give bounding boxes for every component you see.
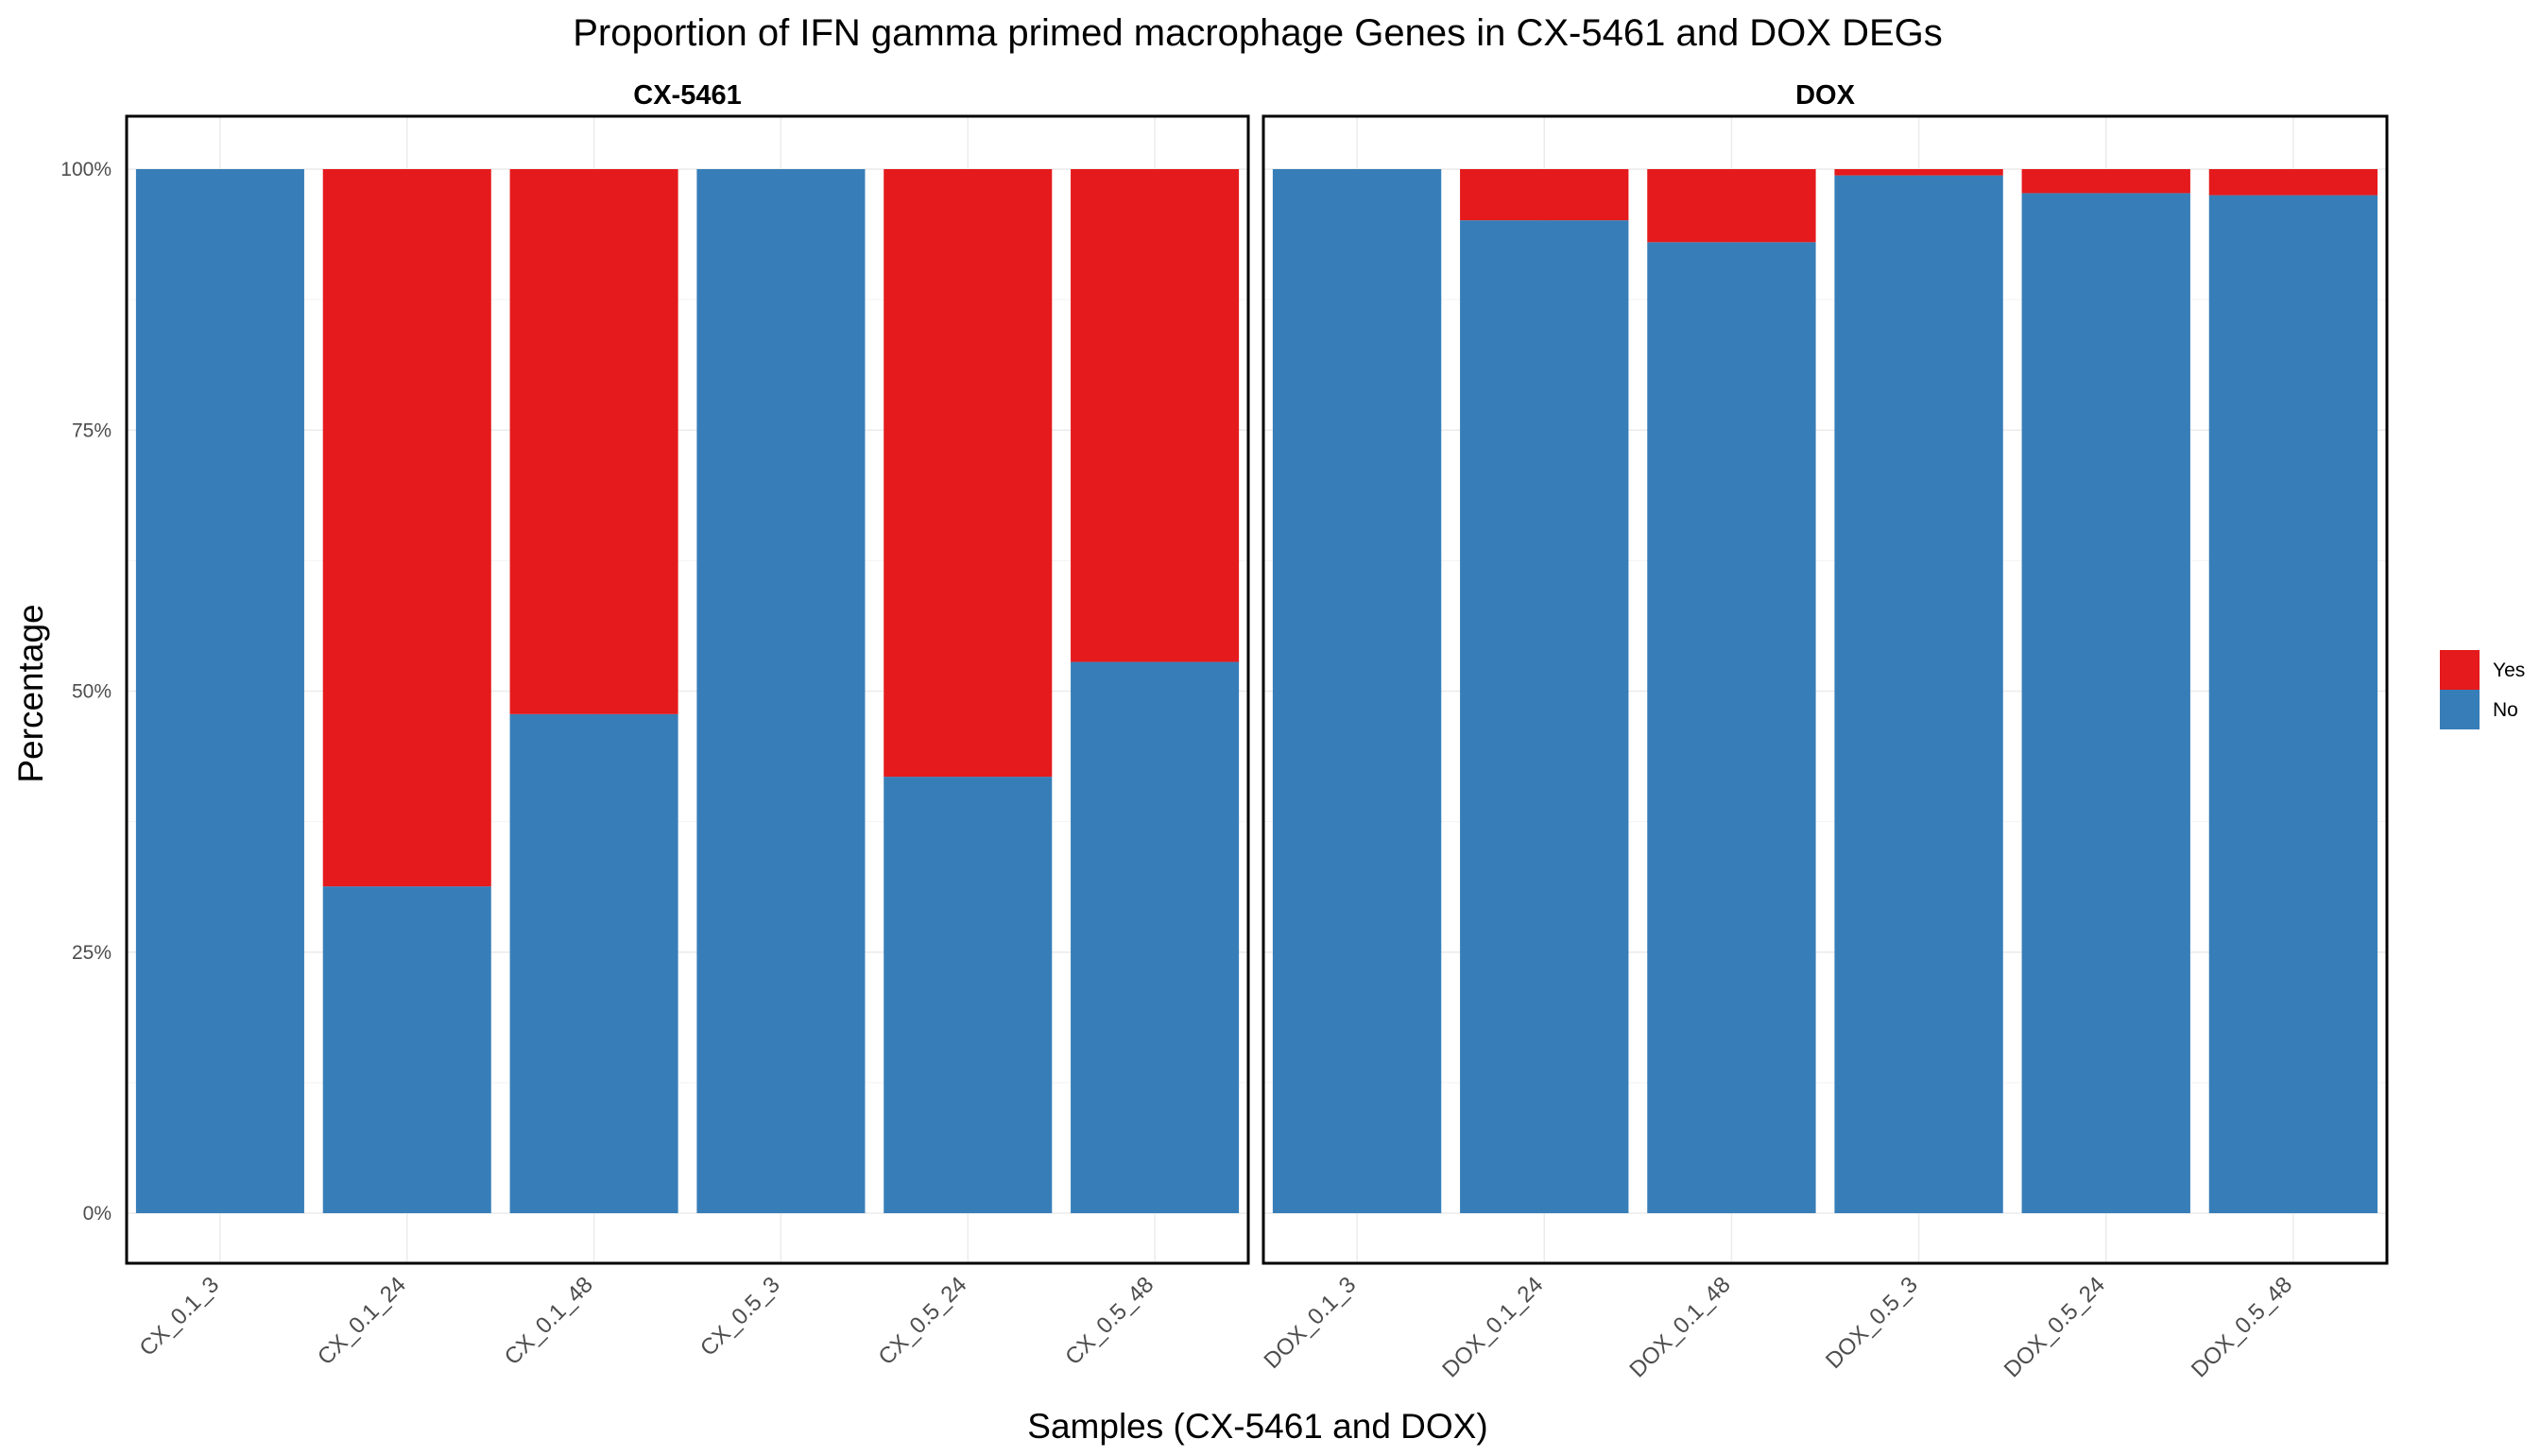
facet-strip-label: CX-5461 [633, 80, 741, 111]
bar-yes-DOX_0.1_24 [1460, 169, 1629, 221]
bar-no-DOX_0.1_3 [1272, 169, 1442, 1213]
bars [135, 169, 1240, 1213]
panel-border [1261, 114, 2389, 1265]
legend-swatch-yes [2440, 650, 2480, 690]
y-tick-label: 25% [72, 942, 112, 964]
bar-no-DOX_0.5_3 [1834, 175, 2003, 1213]
bar-yes-CX_0.5_48 [1071, 169, 1240, 662]
bar-no-CX_0.5_3 [696, 169, 866, 1213]
legend-swatch-no [2440, 690, 2480, 729]
bar-yes-DOX_0.5_24 [2021, 169, 2190, 194]
bar-yes-DOX_0.1_48 [1647, 169, 1816, 243]
bar-yes-DOX_0.5_48 [2208, 169, 2378, 196]
bar-yes-CX_0.1_48 [509, 169, 678, 714]
bar-no-CX_0.1_3 [135, 169, 304, 1213]
legend-label: Yes [2493, 659, 2525, 681]
y-tick-label: 0% [83, 1203, 112, 1225]
bar-no-DOX_0.1_48 [1647, 242, 1816, 1214]
y-tick-label: 50% [72, 681, 112, 703]
bar-no-CX_0.1_48 [509, 713, 678, 1213]
y-tick-label: 75% [72, 420, 112, 441]
bar-yes-CX_0.5_24 [884, 169, 1053, 778]
legend: Yes No [2440, 650, 2525, 729]
y-tick-label: 100% [60, 159, 112, 180]
bar-yes-DOX_0.5_3 [1834, 169, 2003, 176]
legend-label: No [2493, 699, 2518, 721]
bar-no-CX_0.5_24 [884, 777, 1053, 1213]
bar-yes-CX_0.1_24 [322, 169, 491, 887]
panel-border [125, 114, 1250, 1265]
x-axis-title: Samples (CX-5461 and DOX) [1027, 1407, 1487, 1446]
bars [1272, 169, 2378, 1214]
facet-strip-label: DOX [1795, 80, 1856, 111]
bar-no-CX_0.5_48 [1071, 661, 1240, 1213]
bar-no-DOX_0.1_24 [1460, 220, 1629, 1213]
y-axis-title: Percentage [11, 604, 50, 782]
bar-no-DOX_0.5_24 [2021, 193, 2190, 1213]
chart-title: Proportion of IFN gamma primed macrophag… [573, 12, 1943, 54]
bar-no-CX_0.1_24 [322, 886, 491, 1213]
bar-no-DOX_0.5_48 [2208, 195, 2378, 1213]
y-tick-labels: 0% 25% 50% 75% 100% [60, 159, 112, 1225]
